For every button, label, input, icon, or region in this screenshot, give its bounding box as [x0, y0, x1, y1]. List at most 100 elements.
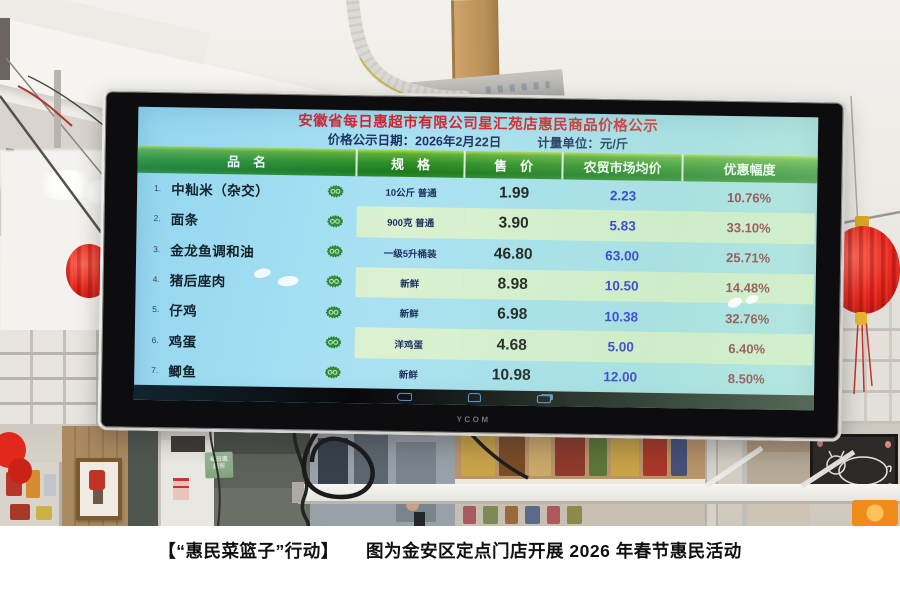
lower-shelf: [455, 503, 705, 526]
sale-price: 3.90: [464, 208, 563, 240]
green-product-badge-icon: [311, 266, 355, 297]
table-body: 1. 中籼米（杂交） 10公斤 普通 1.99 2.23 10.76% 2.: [134, 173, 817, 396]
green-product-badge-icon: [312, 206, 356, 237]
col-header-discount: 优惠幅度: [723, 161, 776, 178]
market-price: 5.00: [560, 330, 681, 363]
lantern-tassel-bead: [855, 312, 867, 325]
product-blob: [567, 506, 582, 524]
store-sign: 每日惠 超市: [204, 451, 234, 479]
discount-rate: 8.50%: [727, 371, 765, 387]
product-blob: [505, 506, 518, 524]
row-number: 6.: [151, 334, 159, 345]
green-product-badge-icon: [311, 327, 355, 358]
market-price: 10.50: [561, 270, 682, 303]
picture-content: [89, 470, 105, 490]
tv-screen: 安徽省每日惠超市有限公司星汇苑店惠民商品价格公示 价格公示日期：2026年2月2…: [133, 106, 819, 411]
door-frame: [128, 424, 158, 526]
product-blob: [671, 438, 687, 476]
price-display-tv: 安徽省每日惠超市有限公司星汇苑店惠民商品价格公示 价格公示日期：2026年2月2…: [97, 88, 847, 442]
product-blob: [555, 436, 585, 476]
product-blob: [643, 436, 667, 476]
product-blob: [44, 474, 56, 496]
product-blob: [463, 506, 476, 524]
unit-label: 计量单位：元/斤: [537, 136, 629, 152]
product-blob: [483, 506, 498, 524]
discount-rate: 14.48%: [681, 272, 814, 305]
market-price: 10.38: [604, 308, 639, 325]
green-product-badge-icon: [311, 297, 355, 328]
tv-bezel: 安徽省每日惠超市有限公司星汇苑店惠民商品价格公示 价格公示日期：2026年2月2…: [97, 88, 847, 442]
market-price: 12.00: [603, 369, 638, 385]
product-blob: [10, 504, 30, 520]
product-name: 鲫鱼: [168, 364, 197, 380]
row-number: 1.: [153, 183, 162, 194]
phone-reflection: [414, 512, 425, 526]
row-number: 5.: [152, 304, 160, 315]
nav-recents-icon[interactable]: [536, 394, 551, 403]
row-number: 2.: [153, 213, 161, 224]
store-sign-line: 超市: [212, 463, 226, 471]
photo-caption: 【“惠民菜篮子”行动】 图为金安区定点门店开展 2026 年春节惠民活动: [158, 540, 742, 561]
product-blob: [499, 436, 525, 476]
row-number: 4.: [152, 273, 160, 285]
product-spec: 新鲜: [399, 309, 419, 321]
discount-rate: 6.40%: [680, 332, 813, 366]
table-row: 2. 面条 900克 普通 3.90 5.83 33.10%: [136, 203, 816, 244]
chalk-mark: [885, 441, 891, 448]
product-spec: 洋鸡蛋: [354, 327, 463, 360]
product-name: 中籼米（杂交）: [171, 182, 270, 199]
caption-area: 【“惠民菜篮子”行动】 图为金安区定点门店开展 2026 年春节惠民活动: [0, 526, 900, 574]
store-photo: 每日惠 超市: [0, 0, 900, 526]
market-price: 2.23: [609, 187, 637, 204]
table-row: 3. 金龙鱼调和油 一级5升桶装 46.80 63.00 25.71%: [136, 233, 816, 274]
table-row: 1. 中籼米（杂交） 10公斤 普通 1.99 2.23 10.76%: [137, 173, 817, 214]
product-blob: [461, 434, 495, 476]
product-blob: [589, 438, 607, 476]
nav-back-icon[interactable]: [396, 392, 412, 401]
device-label-marks: [485, 81, 550, 94]
col-header-name: 品 名: [137, 145, 358, 177]
door-notice: [173, 478, 189, 500]
sale-price: 6.98: [497, 305, 528, 324]
rail-end-cap: [292, 482, 304, 503]
product-blob: [611, 434, 639, 476]
mirror-reflection: [396, 442, 436, 522]
door-window: [171, 436, 205, 452]
row-number: 7.: [151, 364, 159, 375]
sale-price: 8.98: [463, 268, 562, 301]
table-row: 5. 仔鸡 新鲜 6.98 10.38 32.76%: [135, 294, 815, 335]
product-name: 猪后座肉: [169, 273, 226, 290]
table-row: 7. 鲫鱼 新鲜 10.98 12.00 8.50%: [134, 354, 814, 395]
discount-rate: 32.76%: [725, 310, 770, 327]
product-spec: 新鲜: [398, 369, 418, 381]
col-header-spec: 规 格: [357, 149, 466, 178]
product-spec: 900克 普通: [356, 206, 465, 239]
product-name: 仔鸡: [169, 303, 198, 319]
sale-price: 10.98: [491, 366, 531, 384]
market-price: 63.00: [605, 248, 640, 264]
table-row: 6. 鸡蛋 洋鸡蛋 4.68 5.00 6.40%: [135, 324, 815, 366]
wood-panel: [62, 426, 128, 526]
discount-rate: 25.71%: [725, 250, 771, 266]
green-product-badge-icon: [310, 357, 354, 388]
ceiling-dark-edge: [0, 18, 10, 80]
discount-rate: 33.10%: [682, 211, 815, 244]
red-decoration-2: [8, 458, 32, 484]
product-spec: 新鲜: [355, 267, 464, 299]
product-name: 金龙鱼调和油: [170, 242, 255, 260]
green-product-badge-icon: [313, 175, 357, 206]
nav-home-icon[interactable]: [467, 392, 481, 403]
chalk-mark: [817, 440, 823, 447]
sale-price: 46.80: [493, 245, 533, 263]
product-blob: [525, 506, 540, 524]
sale-price: 1.99: [498, 184, 530, 203]
green-product-badge-icon: [312, 236, 356, 267]
product-name: 鸡蛋: [168, 333, 197, 350]
product-blob: [529, 434, 551, 476]
discount-rate: 10.76%: [726, 189, 772, 206]
product-blob: [547, 506, 560, 524]
col-header-market: 农贸市场均价: [563, 152, 684, 182]
row-number: 3.: [153, 243, 161, 254]
market-price: 5.83: [562, 209, 683, 242]
